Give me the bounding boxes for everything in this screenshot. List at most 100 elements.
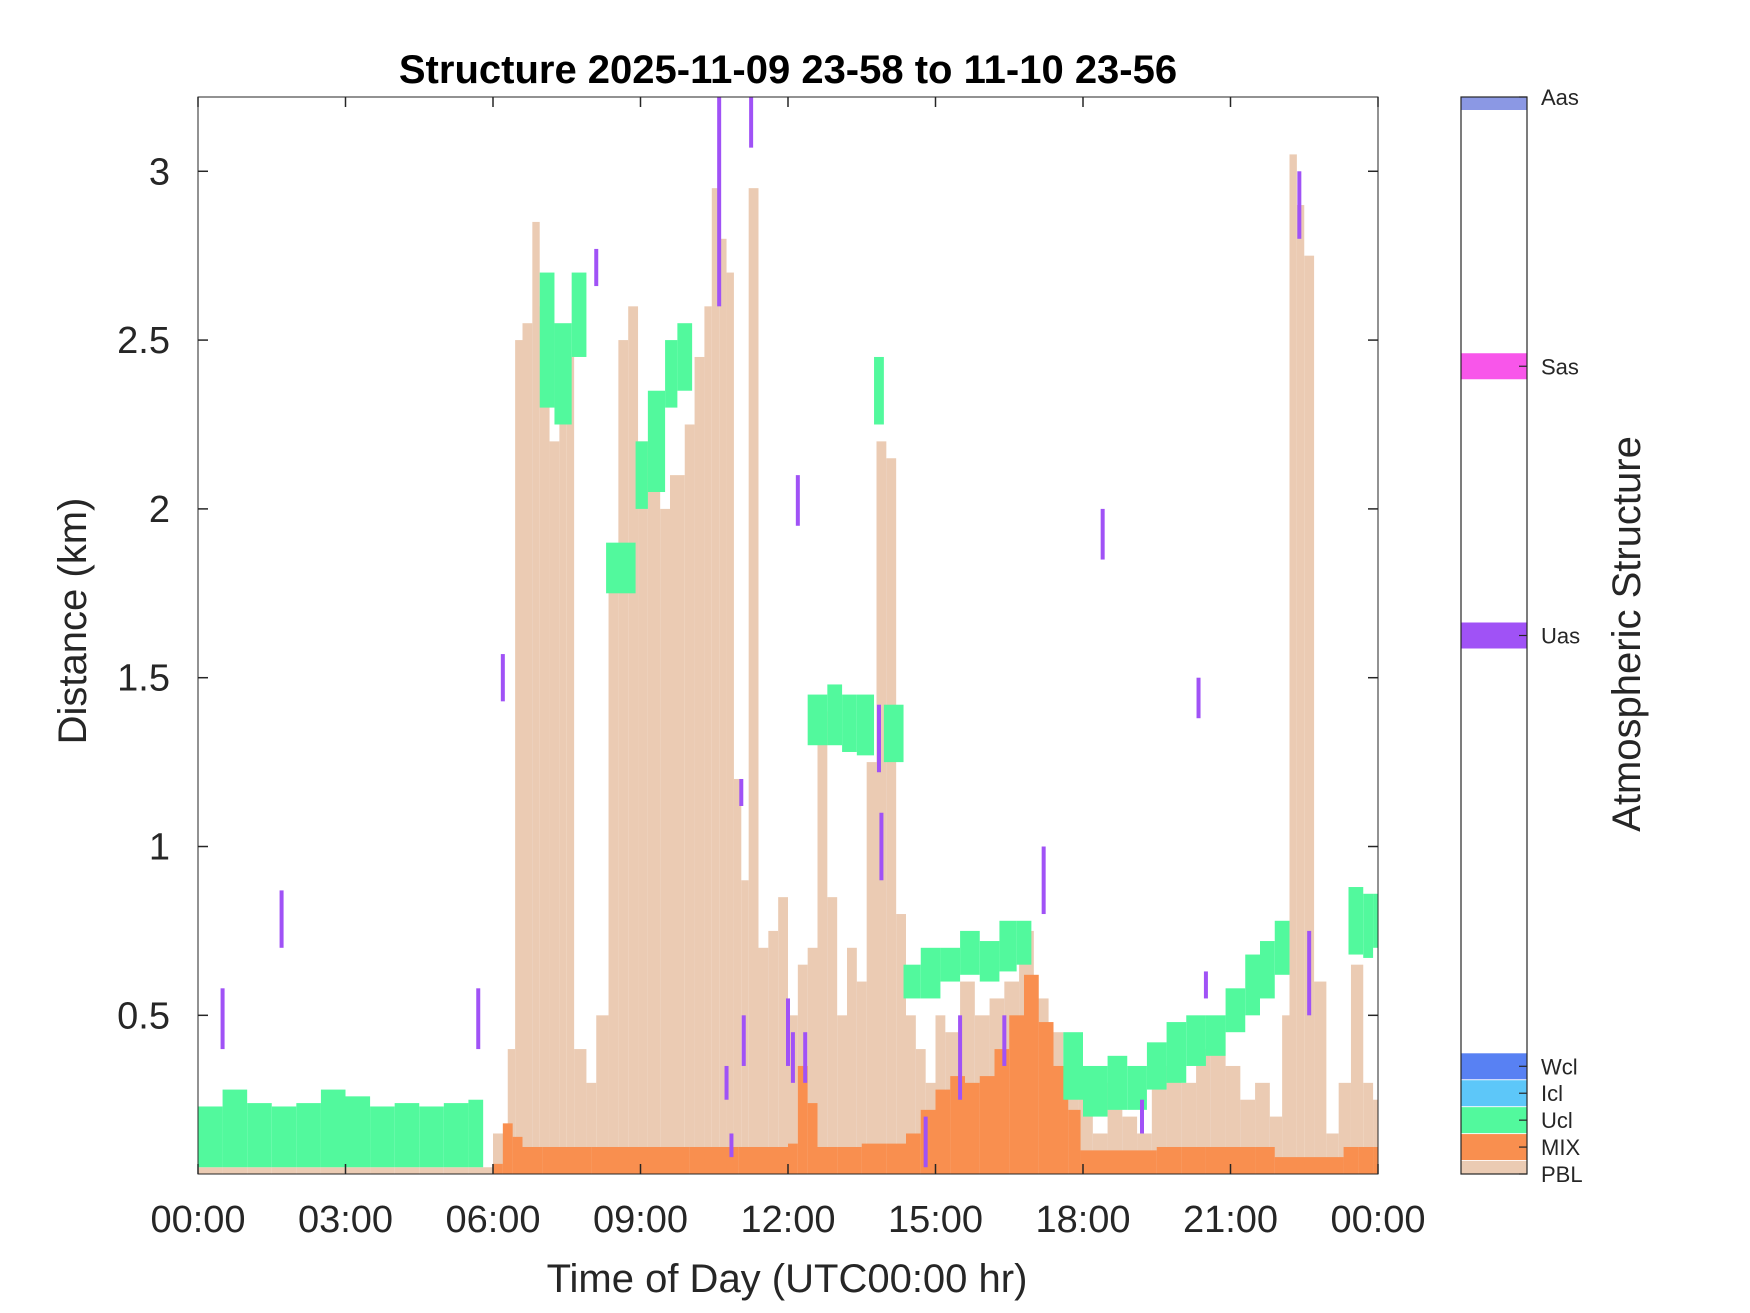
uas-segment [1002,1015,1007,1066]
x-tick-label: 21:00 [1183,1199,1278,1241]
x-tick-label: 03:00 [298,1199,393,1241]
pbl-column [647,492,661,1174]
pbl-column [638,441,648,1175]
y-tick-label: 3 [149,151,170,193]
colorbar-swatch-ucl [1461,1107,1527,1134]
colorbar-label-mix: MIX [1541,1135,1580,1160]
uas-segment [724,1065,729,1100]
ucl-band [247,1103,272,1168]
colorbar-swatch-wcl [1461,1053,1527,1080]
pbl-column [1350,964,1364,1174]
pbl-column [507,1049,516,1174]
mix-column [1343,1146,1359,1174]
ucl-band [1205,1015,1226,1056]
mix-column [1358,1146,1374,1174]
pbl-column [222,1167,248,1174]
ucl-band [1063,1032,1083,1100]
ucl-band [999,920,1017,972]
pbl-column [370,1167,395,1174]
uas-segment [958,1015,963,1100]
ucl-band [1127,1065,1147,1110]
pbl-column [596,1015,609,1174]
pbl-column [394,1167,420,1174]
y-tick-label: 2.5 [117,320,170,362]
pbl-column [618,340,629,1175]
mix-column [512,1136,523,1174]
mix-column [1038,1022,1054,1174]
mix-column [1068,1109,1081,1174]
mix-column [950,1076,965,1174]
ucl-band [320,1089,346,1168]
mix-column [591,1146,641,1174]
colorbar-swatch-pbl [1461,1161,1527,1174]
pbl-column [726,272,734,1174]
ucl-band [842,694,857,752]
uas-segment [790,1032,795,1083]
uas-segment [1196,677,1201,719]
pbl-column [1304,255,1315,1175]
x-tick-label: 00:00 [1330,1199,1425,1241]
x-tick-label: 09:00 [593,1199,688,1241]
x-tick-label: 15:00 [888,1199,983,1241]
uas-segment [741,1015,746,1066]
ucl-band [960,930,980,975]
pbl-column [719,238,727,1174]
x-tick-label: 00:00 [150,1199,245,1241]
ucl-band [271,1106,297,1168]
colorbar-swatch-uas [1461,622,1527,649]
ucl-band [920,947,941,999]
ucl-band [468,1099,484,1168]
colorbar-label-uas: Uas [1541,624,1580,649]
colorbar-label: Atmospheric Structure [1605,436,1649,832]
pbl-column [419,1167,444,1174]
ucl-band [606,542,636,594]
pbl-column [574,1049,587,1174]
mix-column [788,1143,798,1174]
uas-segment [717,97,722,307]
ucl-band [394,1103,420,1168]
pbl-column [559,340,567,1175]
pbl-column [768,930,779,1174]
mix-column [493,1163,503,1174]
pbl-column [778,897,788,1174]
pbl-column [660,508,670,1174]
pbl-column [758,947,769,1174]
colorbar-label-wcl: Wcl [1541,1054,1578,1079]
ucl-band [1363,893,1374,958]
pbl-column [876,441,887,1175]
uas-segment [739,778,744,806]
mix-column [817,1146,838,1174]
x-axis: 00:00 03:00 06:00 09:00 12:00 15:00 18:00 21:00… [150,97,1426,1241]
pbl-column [827,897,838,1174]
mix-column [807,1103,818,1174]
pbl-column [704,306,712,1174]
pbl-column [296,1167,321,1174]
pbl-column [566,356,575,1174]
x-axis-label: Time of Day (UTC00:00 hr) [547,1257,1028,1301]
pbl-column [443,1167,469,1174]
uas-segment [879,812,884,881]
colorbar-label-ucl: Ucl [1541,1108,1573,1133]
uas-segment [923,1116,928,1168]
mix-column [935,1089,951,1174]
pbl-column [608,576,619,1174]
colorbar-label-aas: Aas [1541,85,1579,110]
y-tick-label: 2 [149,489,170,531]
ucl-band [1146,1042,1167,1090]
ucl-band [903,964,921,999]
ucl-band [874,356,884,425]
pbl-column [1210,1032,1226,1174]
uas-segment [803,1032,808,1083]
mix-column [1024,974,1039,1174]
mix-column [886,1143,906,1174]
mix-column [861,1143,887,1174]
mix-column [1274,1157,1344,1174]
colorbar-swatch-icl [1461,1080,1527,1107]
ucl-band [635,441,648,509]
ucl-band [807,694,828,746]
ucl-band [1107,1055,1128,1110]
uas-segment [594,248,599,287]
y-tick-label: 0.5 [117,995,170,1037]
